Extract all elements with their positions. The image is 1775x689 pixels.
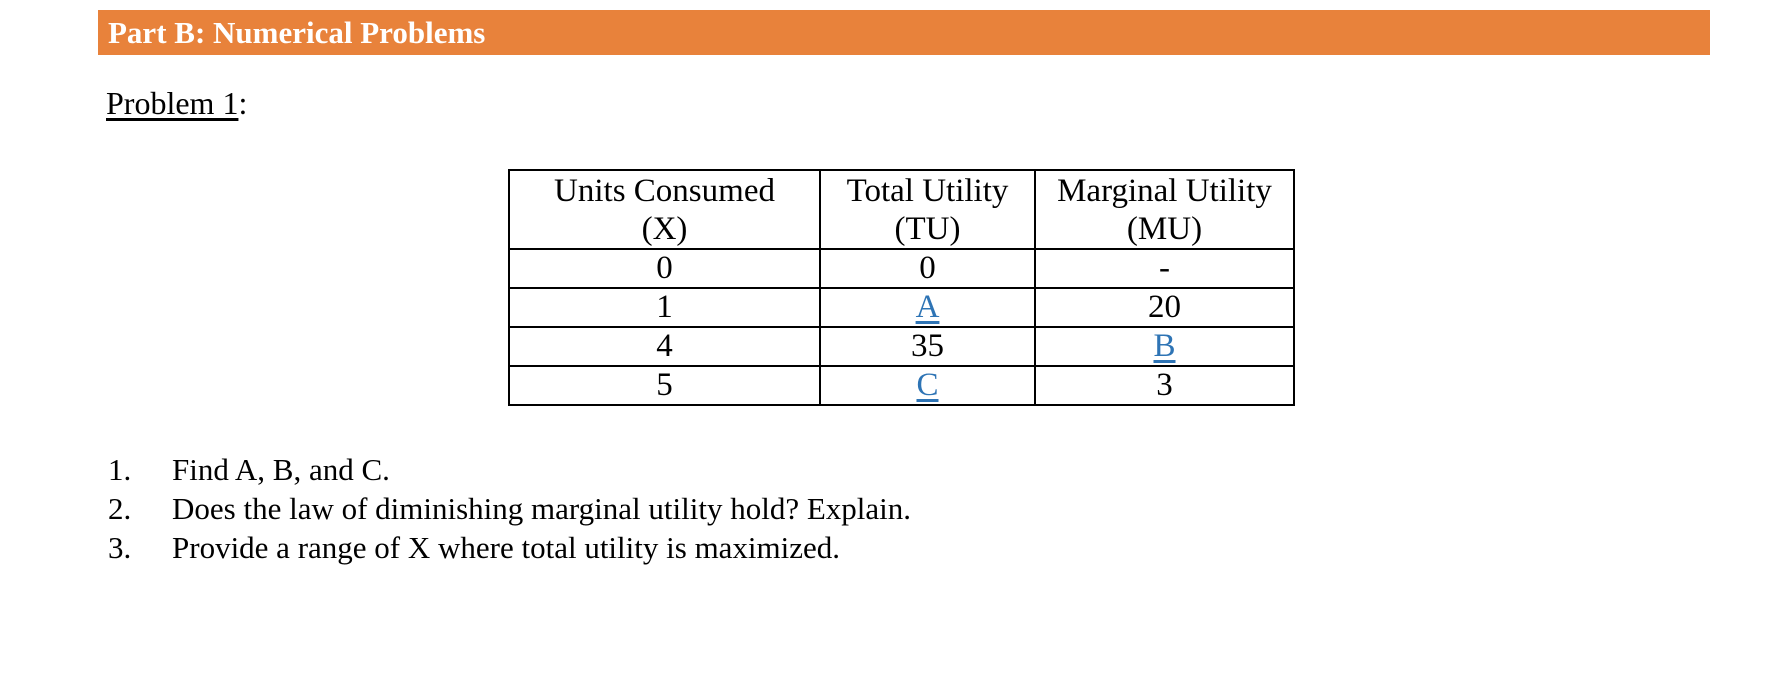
problem-title: Problem 1 [106,85,239,121]
question-1-number: 1. [108,452,132,487]
section-banner-title: Part B: Numerical Problems [108,15,486,50]
cell-tu-2: 35 [819,326,1036,367]
question-list: 1. Find A, B, and C. 2. Does the law of … [108,450,911,567]
header-units-consumed-line2: (X) [641,210,688,247]
header-marginal-utility-line1: Marginal Utility [1057,172,1272,209]
question-item-1: 1. Find A, B, and C. [108,450,911,489]
question-item-2: 2. Does the law of diminishing marginal … [108,489,911,528]
table-header-row: Units Consumed (X) Total Utility (TU) Ma… [508,169,1295,250]
utility-table: Units Consumed (X) Total Utility (TU) Ma… [508,169,1295,406]
cell-mu-2-blank-b: B [1034,326,1295,367]
header-units-consumed-line1: Units Consumed [554,172,775,209]
section-banner: Part B: Numerical Problems [98,10,1710,55]
cell-tu-1-blank-a: A [819,287,1036,328]
cell-mu-0: - [1034,248,1295,289]
table-row: 1 A 20 [508,287,1295,328]
header-total-utility: Total Utility (TU) [819,169,1036,250]
cell-tu-0: 0 [819,248,1036,289]
problem-heading: Problem 1: [106,84,247,122]
question-2-text: Does the law of diminishing marginal uti… [172,491,912,526]
header-total-utility-line2: (TU) [894,210,961,247]
question-3-text: Provide a range of X where total utility… [172,530,841,565]
cell-tu-3-blank-c: C [819,365,1036,406]
header-total-utility-line1: Total Utility [846,172,1009,209]
problem-title-colon: : [238,85,248,121]
question-3-number: 3. [108,530,132,565]
cell-x-2: 4 [508,326,821,367]
question-item-3: 3. Provide a range of X where total util… [108,528,911,567]
header-marginal-utility-line2: (MU) [1126,210,1203,247]
cell-x-0: 0 [508,248,821,289]
question-2-number: 2. [108,491,132,526]
question-1-text: Find A, B, and C. [172,452,390,487]
table-row: 4 35 B [508,326,1295,367]
header-marginal-utility: Marginal Utility (MU) [1034,169,1295,250]
cell-mu-1: 20 [1034,287,1295,328]
cell-x-1: 1 [508,287,821,328]
table-row: 0 0 - [508,248,1295,289]
table-row: 5 C 3 [508,365,1295,406]
header-units-consumed: Units Consumed (X) [508,169,821,250]
cell-x-3: 5 [508,365,821,406]
cell-mu-3: 3 [1034,365,1295,406]
